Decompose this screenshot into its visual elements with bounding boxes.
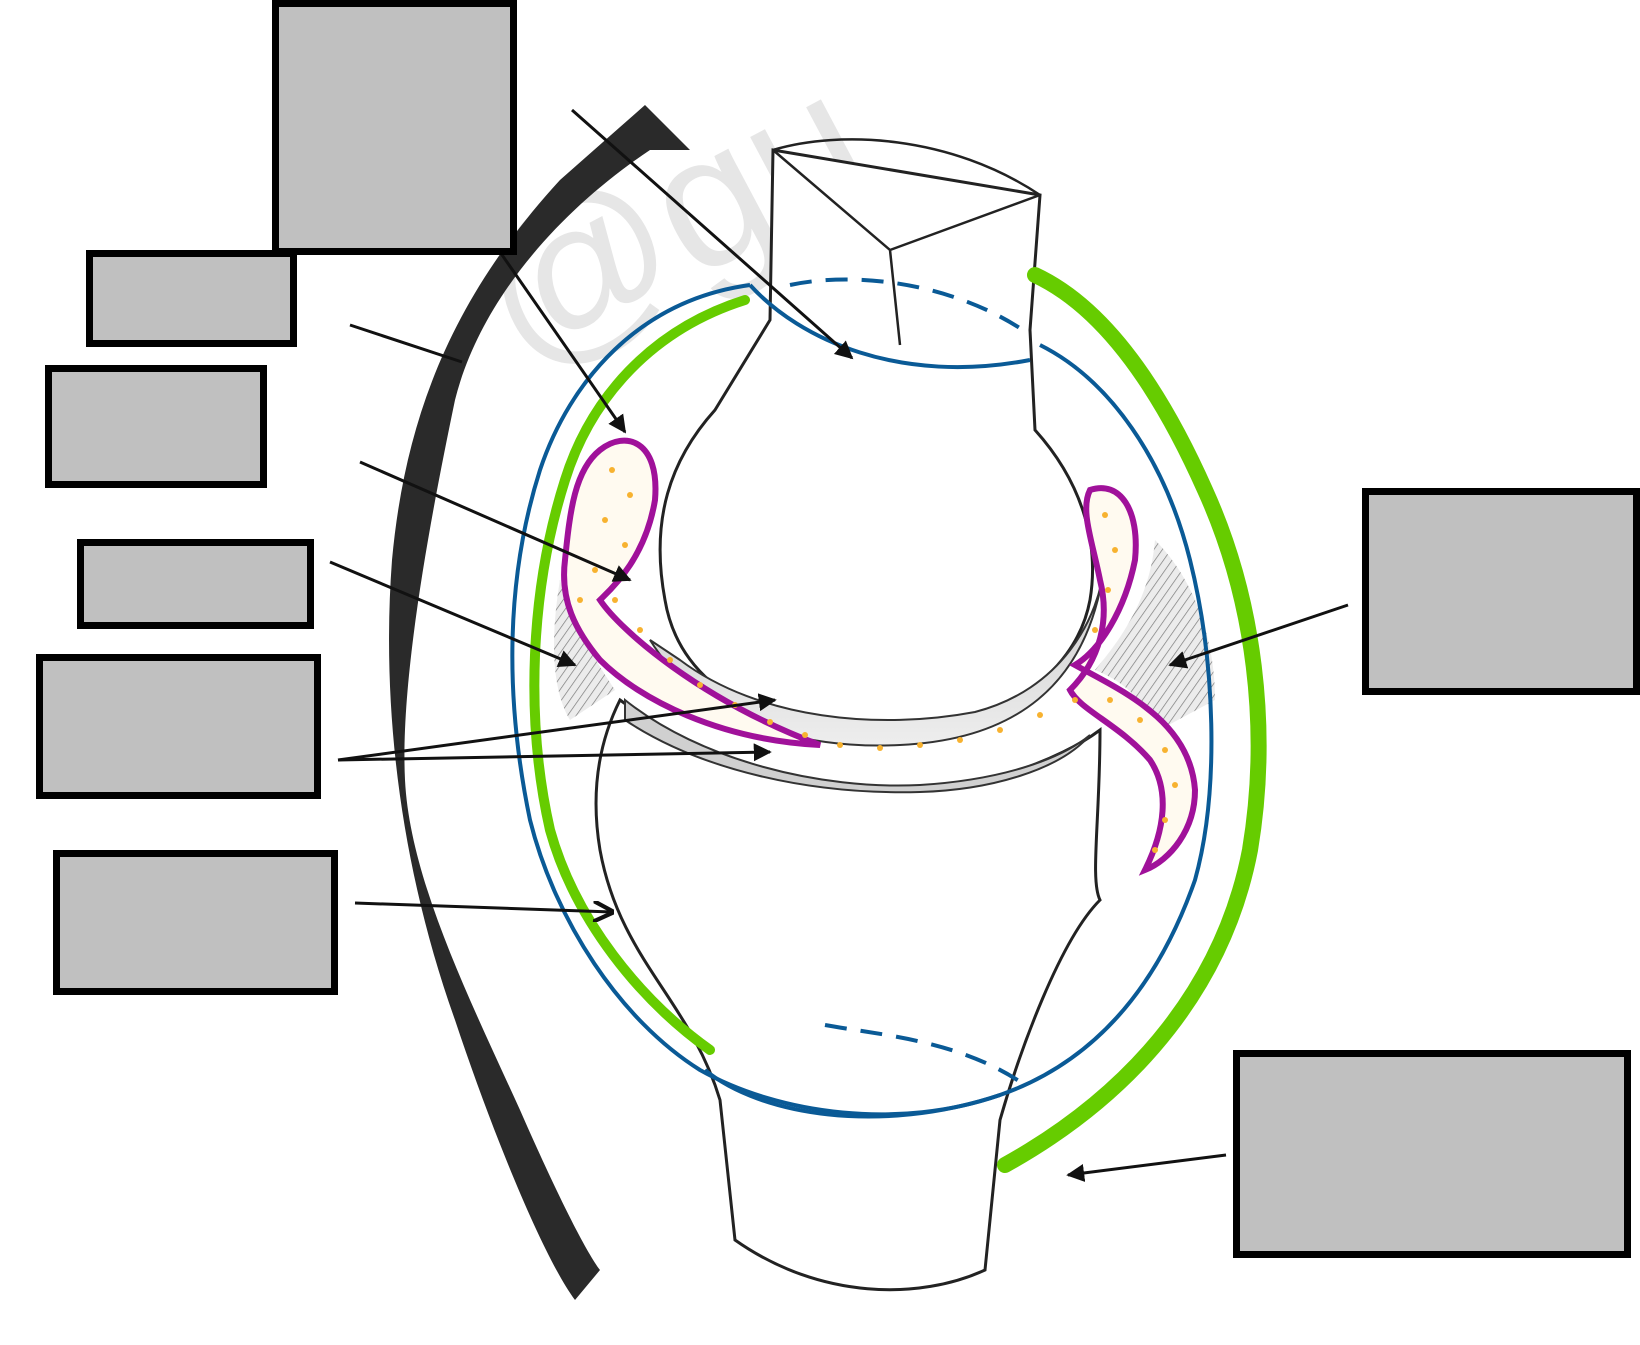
synovial-membrane xyxy=(510,283,1214,1117)
leader-line-4 xyxy=(329,560,577,668)
leader-line-1b xyxy=(498,251,627,434)
leader-line-8 xyxy=(1066,1153,1227,1182)
label-box-2[interactable] xyxy=(86,250,297,347)
leader-line-7 xyxy=(1168,603,1349,669)
label-box-5[interactable] xyxy=(36,654,321,799)
synovial-fold-right xyxy=(1066,485,1199,876)
articular-disc-right xyxy=(1095,540,1215,735)
label-box-1[interactable] xyxy=(272,0,517,255)
ligament-band xyxy=(389,105,690,1300)
leader-line-5a xyxy=(337,693,777,762)
femur-cut-top xyxy=(772,138,1041,346)
fibrous-capsule-right xyxy=(997,267,1267,1173)
synovial-membrane-top xyxy=(748,283,1031,369)
leader-line-3 xyxy=(359,460,632,582)
label-box-8[interactable] xyxy=(1233,1050,1631,1258)
synovial-fold-left xyxy=(561,437,822,748)
synovial-membrane-bottom xyxy=(703,1068,1001,1119)
label-box-4[interactable] xyxy=(77,539,314,629)
synovial-fluid-dots xyxy=(577,467,1178,853)
leader-line-2 xyxy=(349,323,463,364)
label-box-3[interactable] xyxy=(45,365,267,488)
leader-line-1 xyxy=(571,108,854,360)
leader-line-5b xyxy=(337,743,772,762)
label-box-7[interactable] xyxy=(1362,488,1640,695)
synovial-membrane-bottom-dashed xyxy=(824,1023,1027,1087)
synovial-membrane-top-dashed xyxy=(789,277,1032,337)
leader-lines xyxy=(329,108,1349,1182)
label-box-6[interactable] xyxy=(53,850,338,995)
fibrous-capsule-left xyxy=(529,295,750,1055)
leader-line-6 xyxy=(354,903,612,912)
tibial-cartilage xyxy=(624,697,1091,794)
